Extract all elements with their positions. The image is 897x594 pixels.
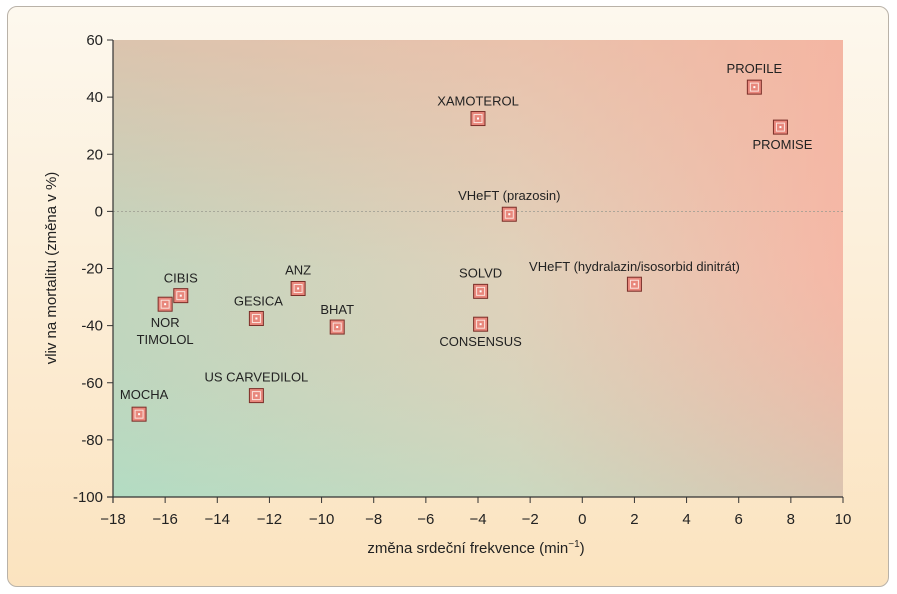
data-point-marker [248, 388, 264, 404]
data-point-marker [772, 119, 788, 135]
x-tick-label: −4 [469, 511, 486, 528]
marker-inner [473, 114, 483, 124]
marker-inner [293, 283, 303, 293]
x-tick-label: 10 [835, 511, 852, 528]
data-point-marker [248, 310, 264, 326]
data-point-marker [501, 206, 517, 222]
data-point-label: NOR TIMOLOL [137, 315, 194, 347]
data-point-marker [746, 79, 762, 95]
marker-inner [504, 209, 514, 219]
marker-inner [251, 313, 261, 323]
data-point-label: CONSENSUS [439, 334, 522, 349]
y-axis-title: vliv na mortalitu (změna v %) [43, 172, 60, 365]
y-tick-label: -20 [81, 261, 103, 278]
data-point-marker [473, 316, 489, 332]
data-point-marker [290, 280, 306, 296]
marker-inner [134, 409, 144, 419]
x-tick-label: 6 [735, 511, 743, 528]
y-tick-label: 60 [86, 32, 103, 49]
data-point-marker [173, 288, 189, 304]
data-point-marker [329, 319, 345, 335]
marker-inner [176, 291, 186, 301]
x-tick-label: −18 [100, 511, 125, 528]
marker-center [479, 290, 482, 293]
data-point-label: CIBIS [164, 271, 198, 286]
marker-inner [251, 391, 261, 401]
marker-center [633, 283, 636, 286]
data-point-label: VHeFT (hydralazin/isosorbid dinitrát) [529, 259, 740, 274]
x-tick-label: −16 [152, 511, 177, 528]
data-point-label: MOCHA [120, 387, 169, 402]
marker-center [297, 287, 300, 290]
x-tick-label: −8 [365, 511, 382, 528]
marker-center [255, 394, 258, 397]
data-point-label: PROFILE [727, 61, 783, 76]
y-tick-label: -80 [81, 432, 103, 449]
x-axis-title: změna srdeční frekvence (min−1) [367, 539, 584, 557]
x-tick-label: 2 [630, 511, 638, 528]
y-tick-label: -60 [81, 375, 103, 392]
y-tick-label: 0 [95, 203, 103, 220]
marker-inner [775, 122, 785, 132]
x-tick-label: 8 [787, 511, 795, 528]
x-tick-label: −2 [522, 511, 539, 528]
x-tick-label: −10 [309, 511, 334, 528]
data-point-label: SOLVD [459, 265, 502, 280]
data-point-label: XAMOTEROL [437, 94, 519, 109]
data-point-marker [131, 406, 147, 422]
x-tick-label: 4 [682, 511, 690, 528]
marker-center [508, 213, 511, 216]
x-tick-label: −12 [257, 511, 282, 528]
marker-center [255, 317, 258, 320]
data-point-marker [157, 296, 173, 312]
data-point-marker [626, 276, 642, 292]
marker-center [753, 86, 756, 89]
y-tick-label: 20 [86, 146, 103, 163]
x-tick-label: −14 [205, 511, 230, 528]
data-point-label: ANZ [285, 262, 311, 277]
marker-center [477, 117, 479, 120]
y-tick-label: 40 [86, 89, 103, 106]
x-tick-label: −6 [417, 511, 434, 528]
y-tick-label: -40 [81, 318, 103, 335]
y-tick-label: -100 [73, 489, 103, 506]
marker-center [336, 326, 339, 329]
marker-center [779, 126, 782, 129]
marker-inner [476, 319, 486, 329]
marker-inner [629, 279, 639, 289]
data-point-marker [470, 111, 486, 127]
data-point-label: PROMISE [752, 137, 812, 152]
data-point-marker [473, 283, 489, 299]
data-point-label: GESICA [234, 293, 283, 308]
marker-center [479, 323, 482, 326]
marker-center [138, 413, 141, 416]
x-tick-label: 0 [578, 511, 586, 528]
marker-inner [160, 299, 170, 309]
data-point-label: BHAT [320, 302, 354, 317]
data-point-label: US CARVEDILOL [204, 370, 308, 385]
marker-inner [476, 286, 486, 296]
data-point-label: VHeFT (prazosin) [458, 188, 560, 203]
marker-inner [332, 322, 342, 332]
marker-center [179, 294, 182, 297]
marker-center [164, 303, 167, 306]
marker-inner [749, 82, 759, 92]
